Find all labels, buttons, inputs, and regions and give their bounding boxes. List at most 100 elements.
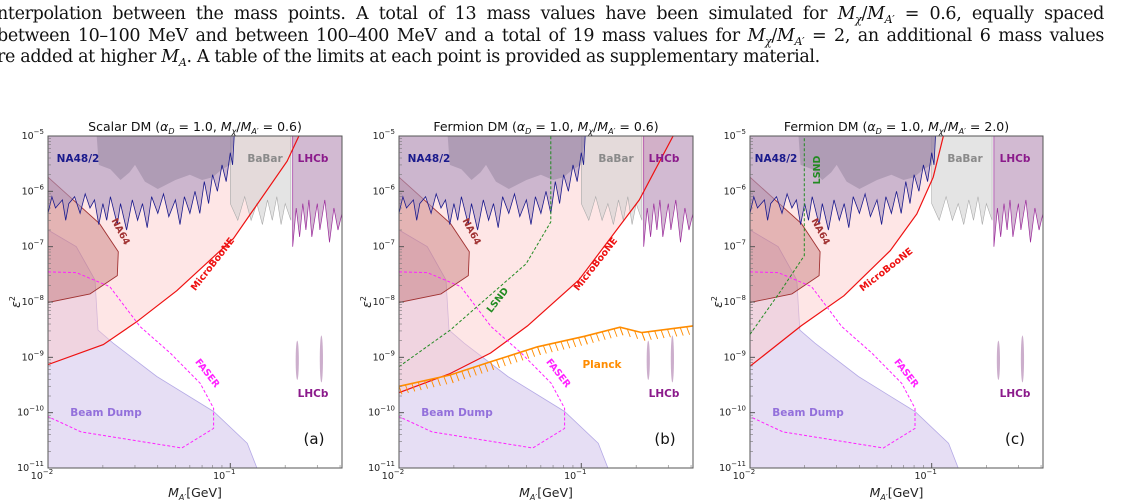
text-part: −6 (736, 183, 747, 191)
plot-title: Scalar DM (αD = 1.0, Mχ/MA′ = 0.6) (88, 119, 302, 136)
lsnd-line (399, 136, 552, 368)
text-part: ε (710, 301, 725, 308)
faser-label: FASER (543, 357, 573, 391)
math-symbol: M (837, 4, 856, 24)
text-part: , (213, 119, 221, 134)
text-part: Scalar DM (88, 119, 151, 134)
x-axis-label: MA′[GeV] (519, 485, 573, 500)
x-tick-label: 10−1 (213, 468, 235, 482)
planck-hatch (654, 330, 659, 340)
math-symbol: M (867, 4, 885, 24)
text-part: D (168, 127, 174, 136)
text-part: A′ (529, 493, 537, 500)
text-part: M (597, 119, 608, 134)
text-part: M (241, 119, 252, 134)
planck-hatch (443, 376, 448, 385)
beam-dump-region (750, 136, 959, 468)
babar-region (931, 136, 993, 225)
planck-hatch (537, 346, 541, 355)
planck-hatch (578, 337, 582, 346)
text-part: ) (654, 119, 659, 134)
planck-hatch (484, 363, 489, 372)
text-part: −10 (29, 405, 44, 413)
y-tick-label: 10−9 (373, 349, 395, 363)
text-part: 10 (22, 242, 34, 253)
na48-line (399, 136, 586, 231)
beam-dump-label: Beam Dump (772, 407, 844, 419)
planck-hatch (660, 329, 665, 339)
planck-hatch (554, 342, 559, 352)
text-part: 0.6 (634, 119, 654, 134)
planck-hatch (404, 384, 409, 394)
planck-hatch (613, 328, 618, 337)
text-part: −9 (736, 349, 746, 357)
y-tick-label: 10−9 (724, 349, 746, 363)
text-part: −11 (380, 460, 395, 468)
text-part: 10 (373, 297, 385, 308)
planck-hatch (449, 374, 454, 384)
paragraph-line-2: between 10–100 MeV and between 100–400 M… (0, 26, 1104, 48)
faser-line (48, 271, 215, 449)
planck-hatch (595, 333, 600, 342)
y-tick-label: 10−6 (373, 183, 396, 197)
text-part: 2.0 (984, 119, 1004, 134)
na48-inner-region (798, 136, 936, 189)
lhcb-region (643, 136, 693, 247)
text-part: [GeV] (888, 485, 924, 500)
text-part: −5 (736, 128, 746, 136)
text-part: −1 (225, 468, 235, 476)
text-part: −7 (385, 239, 395, 247)
text-part: 0.6 (277, 119, 297, 134)
na48-label: NA48/2 (57, 153, 100, 165)
text-part: χ (587, 127, 593, 136)
microboone-line (750, 136, 944, 367)
babar-label: BaBar (247, 153, 283, 165)
text-part: = (531, 119, 549, 134)
na48-line (48, 136, 235, 231)
na48-inner-region (96, 136, 235, 189)
planck-hatch (501, 357, 506, 367)
planck-hatch (513, 354, 518, 363)
text-part: A′ (178, 493, 186, 500)
text-part: −11 (29, 460, 44, 468)
text-part: −2 (394, 468, 404, 476)
na48-region (750, 136, 936, 230)
lhcb-lower-label: LHCb (649, 388, 680, 400)
text-part: [GeV] (537, 485, 573, 500)
x-tick-label: 10−2 (382, 468, 404, 482)
planck-hatch (560, 341, 565, 350)
y-tick-label: 10−10 (368, 405, 395, 419)
planck-hatch (634, 330, 639, 339)
text-part: −10 (731, 405, 746, 413)
beam-dump-label: Beam Dump (70, 407, 142, 419)
plot-area (399, 136, 693, 468)
y-axis-label: ε2 (710, 296, 725, 308)
math-slash: / (861, 4, 868, 24)
text-part: −7 (34, 239, 44, 247)
text-part: −9 (34, 349, 44, 357)
planck-hatch (455, 372, 460, 382)
x-axis-label: MA′[GeV] (168, 485, 222, 500)
math-symbol: M (747, 26, 766, 46)
x-tick-label: 10−2 (31, 468, 53, 482)
planck-hatch (667, 329, 671, 338)
text-part: = (966, 119, 984, 134)
text-part: ( (151, 119, 160, 134)
text-part: 10 (724, 297, 736, 308)
text-part: ) (297, 119, 302, 134)
math-subscript: A′ (794, 35, 805, 48)
planck-hatch (641, 332, 646, 341)
microboone-line (399, 136, 674, 394)
paragraph-line-1: nterpolation between the mass points. A … (0, 4, 1104, 25)
na48-inner-region (447, 136, 586, 189)
text-part: A′ (958, 127, 966, 136)
y-tick-label: 10−5 (22, 128, 44, 142)
lhcb-lower-label: LHCb (1000, 388, 1031, 400)
y-tick-label: 10−7 (22, 239, 44, 253)
x-axis-label: MA′[GeV] (870, 485, 924, 500)
lhcb-region (993, 136, 1043, 247)
text-part: 10 (724, 186, 736, 197)
text-part: ( (508, 119, 517, 134)
text: = 2, an additional 6 mass values (804, 26, 1104, 46)
